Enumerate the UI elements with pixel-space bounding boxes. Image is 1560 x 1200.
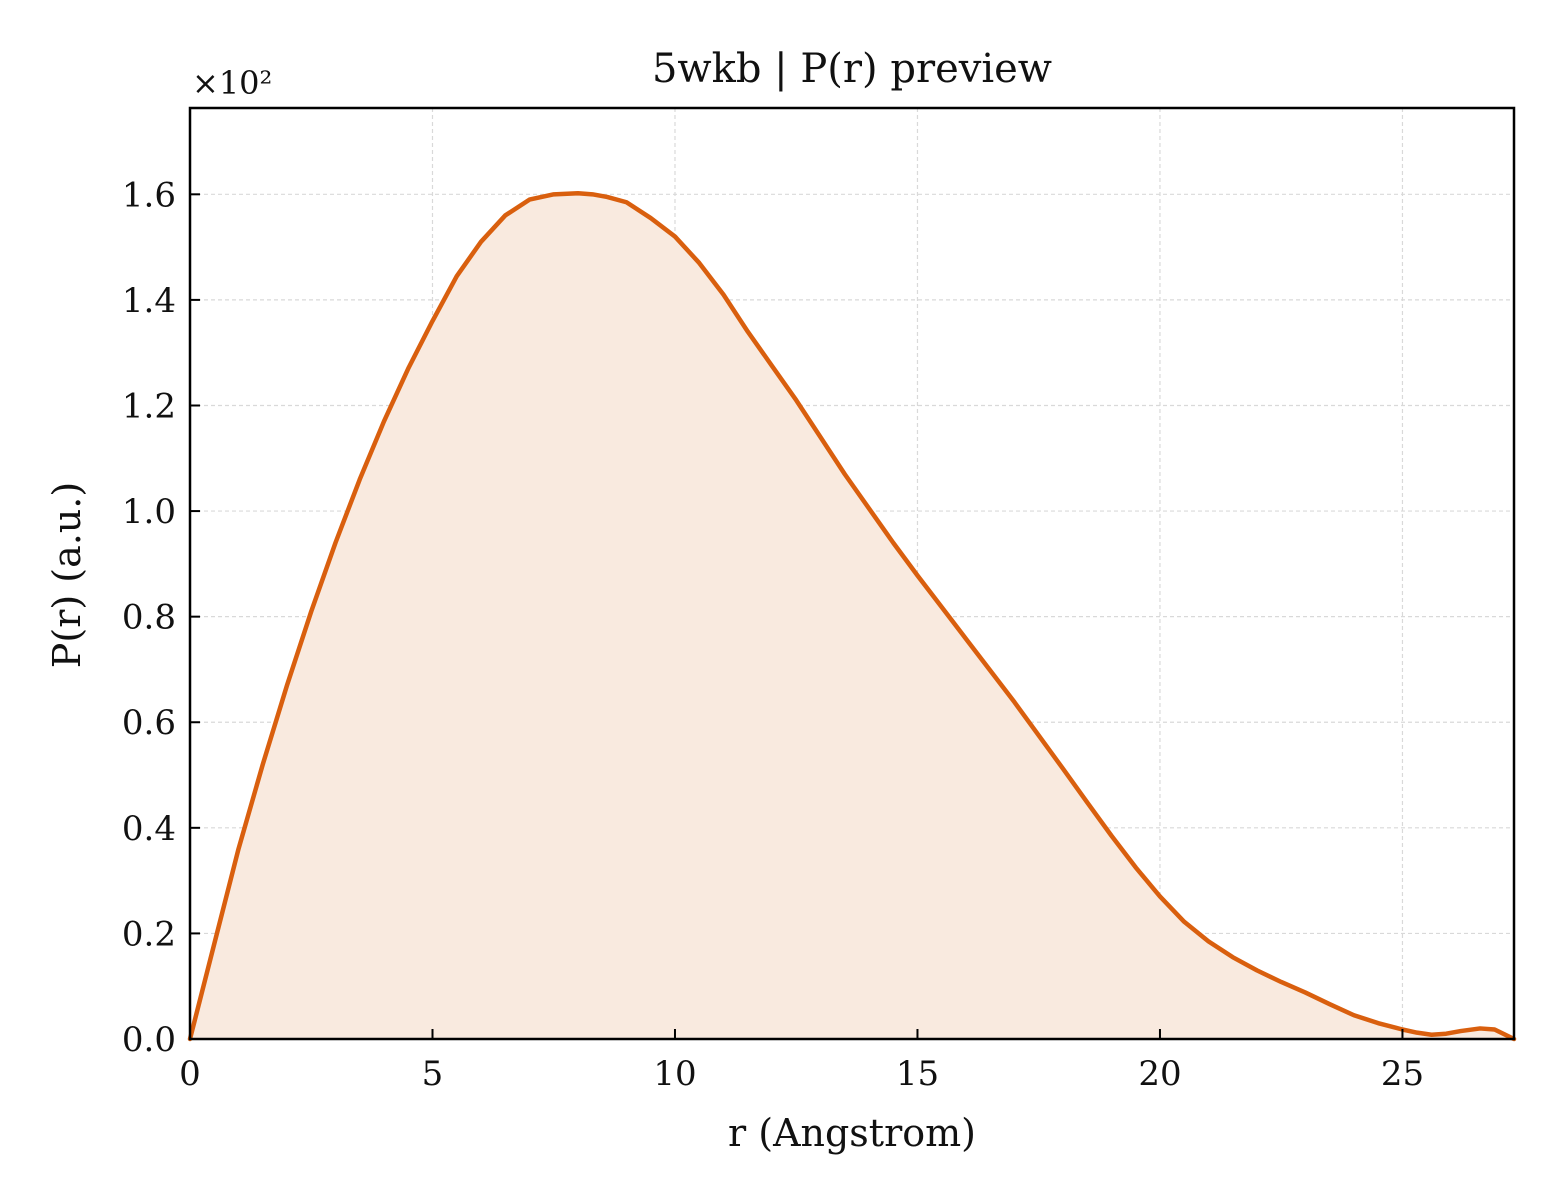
y-tick-label: 1.0 [122,492,176,532]
area-layer [190,193,1514,1039]
y-axis-label: P(r) (a.u.) [45,482,89,668]
x-axis-label: r (Angstrom) [728,1111,976,1155]
x-tick-label: 5 [422,1054,444,1094]
x-tick-label: 25 [1381,1054,1424,1094]
line-layer [187,191,1517,1042]
x-tick-label: 15 [896,1054,939,1094]
x-tick-label: 0 [179,1054,201,1094]
series-area-fill [190,193,1514,1039]
y-tick-label: 0.2 [122,914,176,954]
y-tick-label: 1.4 [122,281,176,321]
y-tick-label: 0.0 [122,1020,176,1060]
y-tick-label: 0.4 [122,809,176,849]
y-tick-label: 0.8 [122,598,176,638]
y-scale-multiplier: ×10² [192,64,272,102]
x-tick-label: 20 [1138,1054,1181,1094]
y-tick-label: 1.6 [122,175,176,215]
y-tick-label: 1.2 [122,386,176,426]
chart-title: 5wkb | P(r) preview [652,46,1052,92]
tick-layer: 0 5 10 15 20 25 0.0 0.2 0.4 0.6 0.8 1.0 1.2 1.4 1.6 [122,175,1424,1094]
frame-layer [188,106,1516,1041]
y-tick-label: 0.6 [122,703,176,743]
x-tick-label: 10 [653,1054,696,1094]
series-line [187,191,1517,1042]
plot-frame [188,106,1516,1041]
